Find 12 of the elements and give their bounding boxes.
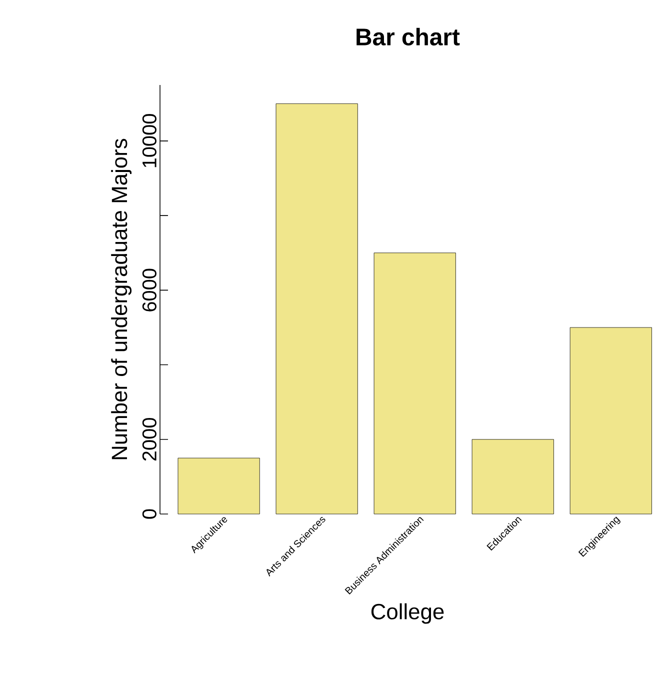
x-axis-title: College bbox=[371, 603, 444, 624]
y-axis-title: Number of undergraduate Majors bbox=[111, 138, 132, 460]
y-tick-label: 6000 bbox=[142, 268, 156, 312]
y-tick-label: 2000 bbox=[142, 418, 156, 461]
bar bbox=[178, 458, 260, 514]
bar bbox=[570, 327, 652, 514]
chart-title: Bar chart bbox=[356, 28, 460, 46]
y-tick-label: 10000 bbox=[142, 114, 156, 168]
bar bbox=[472, 439, 554, 514]
y-tick-label: 0 bbox=[142, 509, 156, 519]
bar bbox=[374, 252, 456, 514]
bar bbox=[276, 103, 358, 514]
